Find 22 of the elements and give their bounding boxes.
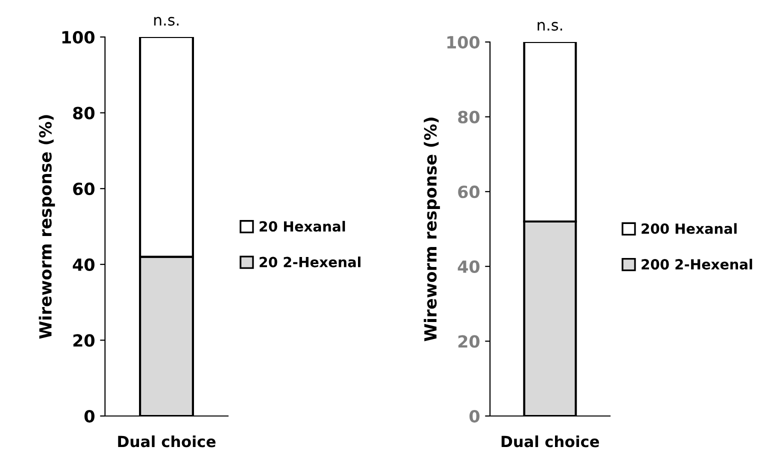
y-tick-label: 20 [73, 334, 94, 347]
x-tick-label: Dual choice [502, 435, 600, 448]
y-tick-label: 80 [458, 110, 480, 124]
y-tick-label: 80 [73, 106, 94, 120]
y-tick-label: 60 [73, 182, 94, 196]
y-tick-label: 100 [447, 36, 480, 49]
y-tick-label: 0 [469, 410, 480, 423]
text: n.s. [538, 22, 562, 31]
y-tick-label: 60 [458, 186, 480, 198]
y-tick-label: 100 [62, 30, 94, 44]
y-tick-label: 0 [84, 410, 94, 423]
y-tick-label: 20 [458, 335, 480, 348]
text: n.s. [154, 16, 179, 26]
y-tick-label: 40 [458, 260, 480, 273]
y-axis-title: Wireworm response (%) [38, 115, 55, 339]
x-tick-label: Dual choice [118, 435, 216, 448]
legend-label: 200 Hexanal [642, 223, 737, 234]
legend-label: 200 2-Hexenal [642, 258, 752, 270]
y-tick-label: 40 [72, 258, 94, 271]
legend-label: 20 Hexanal [260, 220, 345, 232]
y-axis-title: Wireworm response (%) [424, 118, 440, 342]
legend-label: 20 2-Hexenal [260, 256, 360, 268]
